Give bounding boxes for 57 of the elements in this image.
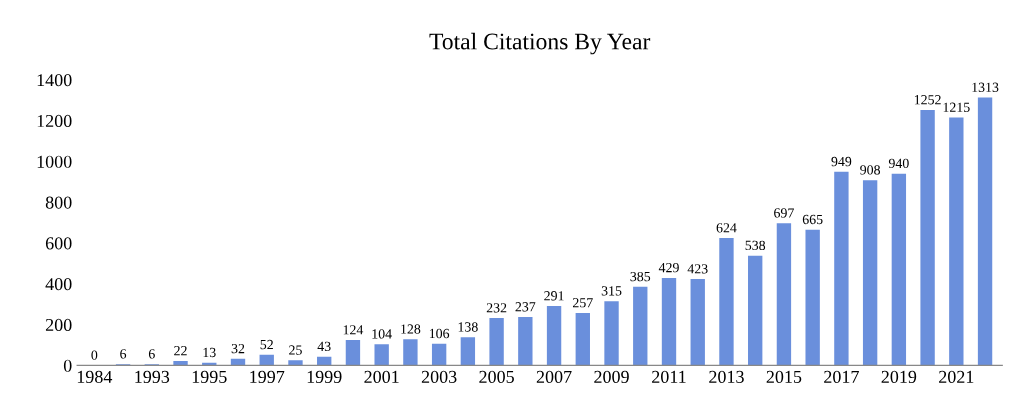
data-label: 315: [601, 286, 622, 296]
data-label: 128: [401, 324, 421, 334]
y-tick-label: 1000: [37, 155, 72, 168]
x-tick-label: 2007: [536, 370, 572, 383]
data-label: 429: [658, 262, 679, 273]
data-label: 940: [888, 158, 909, 169]
data-label: 124: [343, 325, 364, 335]
x-tick-label: 2001: [364, 370, 399, 383]
y-tick-label: 200: [45, 318, 72, 332]
data-label: 237: [515, 302, 536, 312]
x-tick-label: 2009: [594, 370, 629, 383]
x-tick-label: 2021: [939, 370, 974, 383]
x-tick-label: 2015: [766, 370, 802, 383]
data-label: 6: [120, 349, 127, 359]
x-tick-label: 2017: [824, 370, 859, 383]
data-label: 538: [745, 240, 766, 251]
data-label: 1313: [972, 82, 999, 92]
chart-title: Total Citations By Year: [429, 32, 651, 55]
data-label: 1252: [914, 95, 941, 105]
x-tick-label: 2013: [709, 370, 744, 383]
data-label: 104: [372, 329, 392, 339]
y-tick-label: 400: [45, 278, 72, 291]
y-tick-label: 0: [63, 359, 72, 372]
y-tick-label: 1200: [37, 114, 72, 128]
data-label: 423: [687, 264, 708, 274]
y-tick-label: 600: [45, 237, 72, 250]
data-label: 949: [831, 156, 852, 167]
data-label: 291: [544, 291, 564, 301]
data-label: 232: [486, 303, 507, 313]
data-label: 106: [429, 328, 450, 339]
data-label: 43: [317, 341, 331, 352]
y-tick-label: 1400: [37, 74, 72, 87]
data-label: 22: [174, 345, 187, 356]
data-label: 908: [860, 165, 881, 175]
x-tick-label: 1993: [135, 370, 170, 383]
x-tick-label: 2019: [881, 370, 917, 383]
data-label: 385: [630, 271, 651, 282]
x-tick-label: 2005: [479, 370, 514, 383]
data-label: 25: [289, 345, 302, 355]
data-label: 665: [802, 214, 823, 225]
data-label: 32: [231, 343, 245, 354]
x-tick-label: 1997: [250, 370, 285, 383]
x-tick-label: 1999: [307, 370, 342, 383]
data-label: 6: [148, 349, 155, 359]
data-label: 257: [572, 298, 593, 308]
data-label: 697: [774, 208, 794, 218]
y-tick-label: 800: [45, 196, 72, 209]
x-tick-label: 1984: [77, 370, 113, 383]
data-label: 1215: [943, 102, 970, 112]
data-label: 13: [203, 347, 216, 358]
data-label: 52: [260, 339, 273, 350]
data-label: 138: [458, 322, 478, 332]
data-label: 624: [716, 223, 737, 233]
x-tick-label: 1995: [192, 370, 227, 383]
x-tick-label: 2003: [421, 370, 457, 383]
data-label: 0: [91, 350, 98, 360]
x-tick-label: 2011: [652, 370, 686, 383]
